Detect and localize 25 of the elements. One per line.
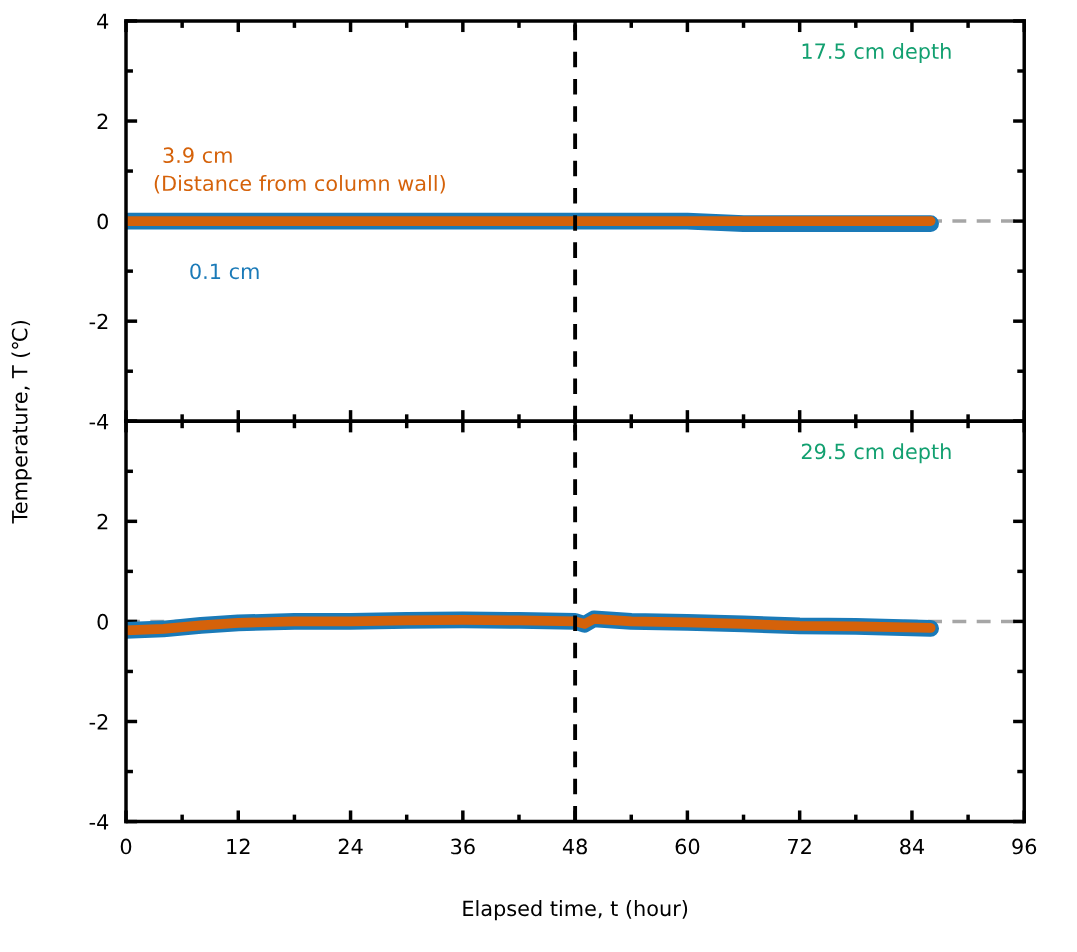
- x-tick-label: 36: [451, 838, 475, 855]
- x-axis-title: Elapsed time, t (hour): [463, 900, 688, 921]
- y-tick-label: -2: [89, 713, 108, 730]
- x-tick-label: 0: [120, 838, 132, 855]
- annotation: 29.5 cm depth: [801, 443, 951, 464]
- x-tick-label: 72: [788, 838, 811, 855]
- annotation: 17.5 cm depth: [802, 42, 951, 64]
- x-tick-label: 48: [562, 838, 587, 855]
- y-tick-label: -4: [89, 814, 109, 830]
- y-axis-title: Temperature, T (℃): [11, 320, 32, 524]
- x-tick-label: 84: [900, 838, 925, 855]
- x-tick-label: 96: [1012, 838, 1037, 855]
- x-tick-label: 24: [338, 838, 363, 855]
- y-tick-label: 0: [97, 213, 108, 230]
- y-tick-label: 2: [97, 113, 108, 129]
- text: 0.1 cm: [190, 263, 259, 280]
- y-tick-label: -2: [89, 313, 108, 330]
- text: 3.9 cm: [163, 147, 232, 164]
- y-tick-label: 4: [97, 13, 109, 29]
- y-tick-label: -4: [89, 413, 109, 430]
- annotation: (Distance from column wall): [154, 174, 445, 194]
- x-tick-label: 12: [227, 838, 250, 855]
- y-tick-label: 0: [97, 613, 108, 630]
- y-tick-label: 2: [97, 513, 108, 530]
- x-tick-label: 60: [675, 838, 700, 855]
